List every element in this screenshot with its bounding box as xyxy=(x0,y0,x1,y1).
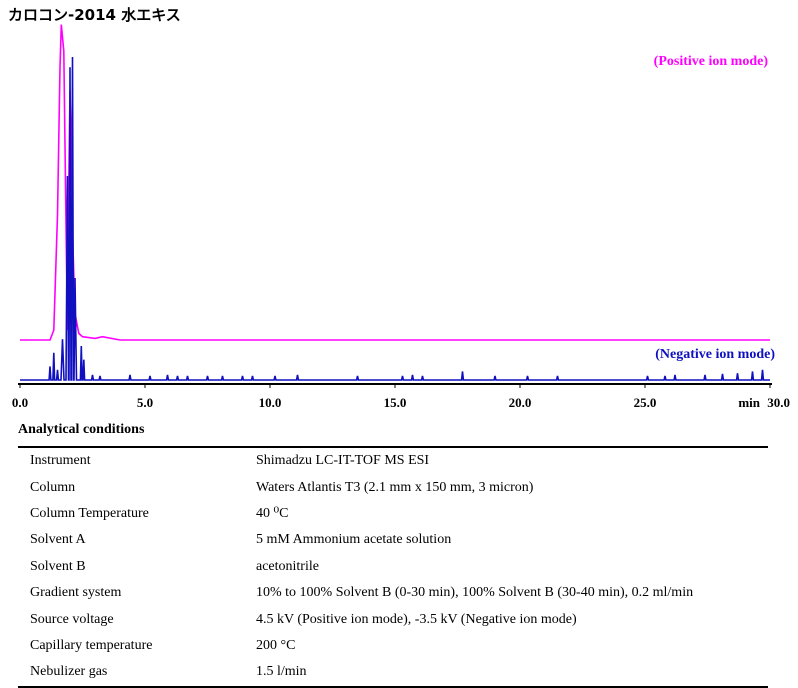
x-tick-label: 20.0 xyxy=(509,395,532,410)
x-tick-label: 25.0 xyxy=(634,395,657,410)
x-tick-label: 15.0 xyxy=(384,395,407,410)
condition-label: Solvent A xyxy=(30,532,86,548)
condition-label: Capillary temperature xyxy=(30,637,153,653)
conditions-row: Column Temperature 40 ⁰C xyxy=(18,501,768,527)
condition-label: Column xyxy=(30,479,76,495)
conditions-row: Column Waters Atlantis T3 (2.1 mm x 150 m… xyxy=(18,474,768,500)
conditions-heading: Analytical conditions xyxy=(18,422,145,437)
conditions-row: Source voltage 4.5 kV (Positive ion mode)… xyxy=(18,606,768,632)
x-tick-label: 10.0 xyxy=(259,395,282,410)
condition-value: 1.5 l/min xyxy=(256,664,307,680)
conditions-row: Instrument Shimadzu LC-IT-TOF MS ESI xyxy=(18,447,768,474)
condition-label: Column Temperature xyxy=(30,505,149,521)
negative-ion-trace xyxy=(20,56,770,381)
condition-label: Nebulizer gas xyxy=(30,664,108,680)
condition-label: Instrument xyxy=(30,453,91,469)
positive-ion-trace xyxy=(20,24,770,341)
chromatogram-chart: 0.0 5.0 10.0 15.0 20.0 25.0 30.0 (Positive ion… xyxy=(12,24,790,410)
conditions-row: Nebulizer gas 1.5 l/min xyxy=(18,659,768,686)
condition-value: 5 mM Ammonium acetate solution xyxy=(256,532,452,548)
condition-label: Gradient system xyxy=(30,585,122,601)
chart-title: カロコン-2014 水エキス xyxy=(8,6,181,24)
condition-value: 200 °C xyxy=(256,637,296,653)
condition-value: 10% to 100% Solvent B (0-30 min), 100% S… xyxy=(256,585,694,601)
legend-positive-ion-mode: (Positive ion mode) xyxy=(654,54,769,69)
condition-label: Source voltage xyxy=(30,611,114,627)
x-tick-label: 5.0 xyxy=(137,395,153,410)
x-axis-unit-label: min xyxy=(738,395,760,410)
condition-value: acetonitrile xyxy=(256,558,319,574)
conditions-table: Instrument Shimadzu LC-IT-TOF MS ESI Colum… xyxy=(18,446,768,688)
condition-label: Solvent B xyxy=(30,558,86,574)
condition-value: 4.5 kV (Positive ion mode), -3.5 kV (Neg… xyxy=(256,611,577,627)
x-tick-label: 0.0 xyxy=(12,395,28,410)
conditions-row: Capillary temperature 200 °C xyxy=(18,633,768,659)
conditions-row: Solvent B acetonitrile xyxy=(18,554,768,580)
x-tick-label: 30.0 xyxy=(767,395,790,410)
condition-value: 40 ⁰C xyxy=(256,506,289,522)
legend-negative-ion-mode: (Negative ion mode) xyxy=(655,347,775,362)
conditions-row: Gradient system 10% to 100% Solvent B (0-… xyxy=(18,580,768,606)
condition-value: Waters Atlantis T3 (2.1 mm x 150 mm, 3 m… xyxy=(256,479,534,495)
condition-value: Shimadzu LC-IT-TOF MS ESI xyxy=(256,453,430,469)
conditions-row: Solvent A 5 mM Ammonium acetate solution xyxy=(18,527,768,553)
